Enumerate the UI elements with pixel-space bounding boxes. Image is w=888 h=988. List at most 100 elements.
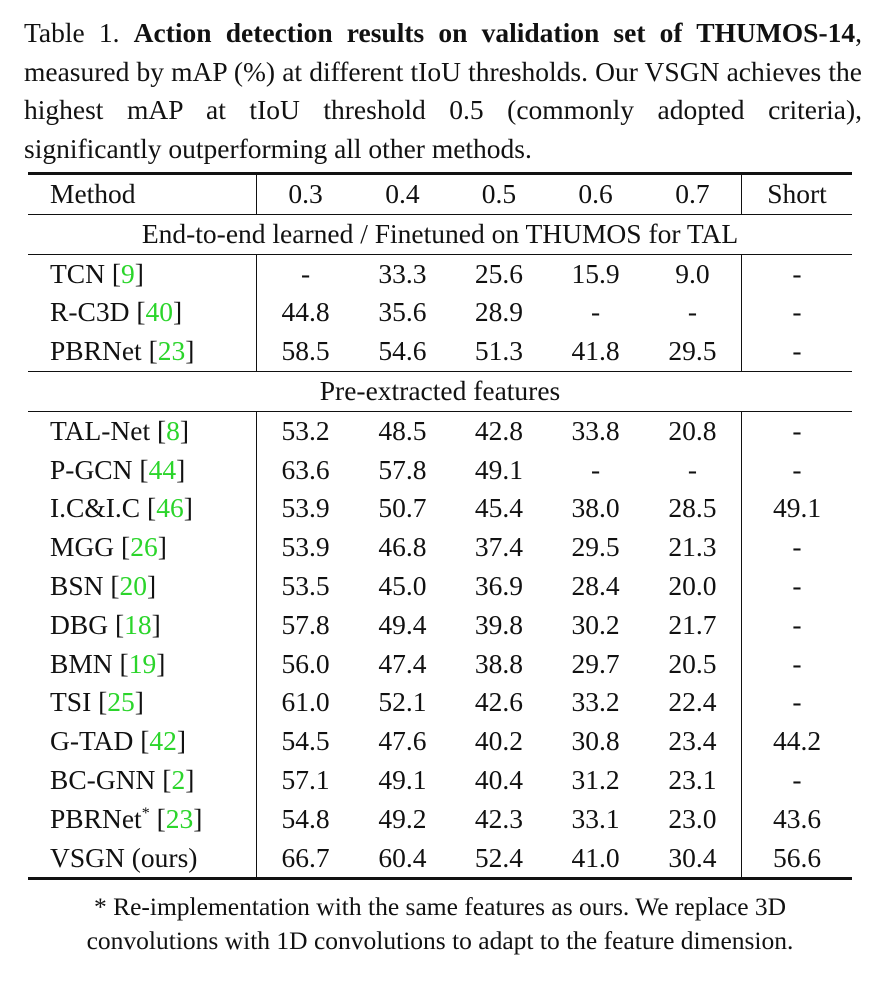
method-name: I.C&I.C <box>50 492 141 524</box>
section-header-row: End-to-end learned / Finetuned on THUMOS… <box>28 213 852 255</box>
value-cell: 47.6 <box>378 725 427 757</box>
header-0.3: 0.3 <box>288 178 323 209</box>
value-cell: - <box>741 566 852 606</box>
table-row-vsgn: VSGN (ours) 66.7 60.4 52.4 41.0 30.4 56.6 <box>28 838 852 881</box>
value-cell: 40.4 <box>474 763 524 795</box>
value-cell: 61.0 <box>281 686 330 718</box>
value-cell: 43.6 <box>741 799 852 839</box>
citation-ref: 46 <box>156 492 184 524</box>
value-cell: 53.9 <box>281 531 330 563</box>
value-cell: 53.2 <box>256 410 355 451</box>
citation-ref: 18 <box>124 608 152 640</box>
table-row: PBRNet* [23] 54.8 49.2 42.3 33.1 23.0 43.6 <box>28 799 852 839</box>
table-row: R-C3D [40] 44.8 35.6 28.9 - - - <box>28 293 852 333</box>
value-cell: - <box>741 683 852 723</box>
value-cell: 22.4 <box>668 686 717 718</box>
table-row: BMN [19] 56.0 47.4 38.8 29.7 20.5- <box>28 644 852 684</box>
value-cell: - <box>687 453 697 485</box>
table-row: TCN [9] -33.3 25.6 15.9 9.0- <box>28 253 852 294</box>
value-cell: 20.0 <box>668 569 717 601</box>
value-cell: 38.8 <box>474 647 524 679</box>
value-cell: 9.0 <box>643 253 742 294</box>
method-cell: BC-GNN [2] <box>28 760 257 800</box>
value-cell: 52.1 <box>378 686 427 718</box>
value-cell: 15.9 <box>547 253 644 294</box>
value-cell: 54.8 <box>281 802 330 834</box>
header-0.6: 0.6 <box>578 178 613 209</box>
value-cell: - <box>741 293 852 333</box>
results-table: Method 0.3 0.4 0.5 0.6 0.7 Short End-to-… <box>28 172 852 881</box>
table-row: G-TAD [42] 54.5 47.6 40.2 30.8 23.4 44.2 <box>28 722 852 761</box>
value-cell: - <box>741 528 852 567</box>
method-name: MGG <box>50 531 115 563</box>
header-0.4: 0.4 <box>385 178 420 209</box>
value-cell: 30.8 <box>571 725 620 757</box>
table-row: I.C&I.C [46] 53.9 50.7 45.4 38.0 28.5 49.1 <box>28 489 852 529</box>
citation-ref: 2 <box>171 763 186 795</box>
citation-ref: 44 <box>148 453 177 485</box>
value-cell: 44.8 <box>281 296 330 328</box>
method-name: P-GCN <box>50 453 133 485</box>
value-cell: 23.1 <box>668 763 717 795</box>
method-name: BC-GNN <box>50 763 156 795</box>
method-name: R-C3D <box>50 296 130 328</box>
method-name: PBRNet <box>50 335 142 367</box>
value-cell: 47.4 <box>378 647 427 679</box>
table-row: MGG [26] 53.9 46.8 37.4 29.5 21.3- <box>28 528 852 567</box>
citation-ref: 9 <box>121 257 135 289</box>
citation-ref: 42 <box>149 725 177 757</box>
citation-ref: 23 <box>157 335 186 367</box>
table-row: TAL-Net [8] 53.2 48.5 42.8 33.8 20.8- <box>28 410 852 451</box>
method-name: BMN <box>50 647 113 679</box>
value-cell: 66.7 <box>256 838 355 881</box>
value-cell: 30.2 <box>571 608 620 640</box>
method-name: TAL-Net <box>50 414 151 446</box>
method-cell: TAL-Net [8] <box>28 410 257 451</box>
value-cell: 57.8 <box>281 608 330 640</box>
citation-ref: 23 <box>165 802 194 834</box>
table-row: BSN [20] 53.5 45.0 36.9 28.4 20.0- <box>28 566 852 606</box>
table-row: P-GCN [44] 63.6 57.8 49.1 - - - <box>28 450 852 490</box>
value-cell: 29.7 <box>571 647 620 679</box>
method-name: BSN <box>50 569 104 601</box>
table-row: PBRNet [23] 58.5 54.6 51.3 41.8 29.5- <box>28 332 852 372</box>
value-cell: 42.8 <box>450 410 548 451</box>
caption-body: , measured by mAP (%) at different tIoU … <box>24 17 862 164</box>
footnote-mark: * <box>141 804 150 822</box>
caption-label: Table 1. <box>24 17 134 48</box>
citation-ref: 8 <box>166 414 180 446</box>
value-cell: 51.3 <box>474 335 524 367</box>
value-cell: - <box>741 410 852 451</box>
value-cell: 31.2 <box>571 763 620 795</box>
method-cell: PBRNet* [23] <box>28 799 257 839</box>
method-cell: VSGN (ours) <box>28 838 257 881</box>
value-cell: - <box>590 296 601 328</box>
value-cell: 28.5 <box>668 492 717 524</box>
value-cell: 40.2 <box>474 725 524 757</box>
method-name: PBRNet <box>50 802 142 834</box>
value-cell: 37.4 <box>474 531 524 563</box>
method-cell: TSI [25] <box>28 683 257 723</box>
method-cell: MGG [26] <box>28 528 257 567</box>
value-cell: - <box>741 644 852 684</box>
value-cell: 28.4 <box>571 569 620 601</box>
value-cell: 49.1 <box>378 763 427 795</box>
table-header-row: Method 0.3 0.4 0.5 0.6 0.7 Short <box>28 173 852 215</box>
value-cell: 35.6 <box>378 296 427 328</box>
table-row: TSI [25] 61.0 52.1 42.6 33.2 22.4- <box>28 683 852 723</box>
value-cell: 49.1 <box>474 453 524 485</box>
value-cell: 53.9 <box>281 492 330 524</box>
method-name: DBG <box>50 608 109 640</box>
value-cell: 33.3 <box>354 253 451 294</box>
value-cell: 53.5 <box>281 569 330 601</box>
value-cell: 48.5 <box>354 410 451 451</box>
method-cell: BSN [20] <box>28 566 257 606</box>
method-cell: R-C3D [40] <box>28 293 257 333</box>
value-cell: 29.5 <box>571 531 620 563</box>
value-cell: 30.4 <box>643 838 742 881</box>
value-cell: 45.0 <box>378 569 427 601</box>
value-cell: 54.5 <box>281 725 330 757</box>
method-cell: TCN [9] <box>28 253 257 294</box>
value-cell: 58.5 <box>281 335 330 367</box>
